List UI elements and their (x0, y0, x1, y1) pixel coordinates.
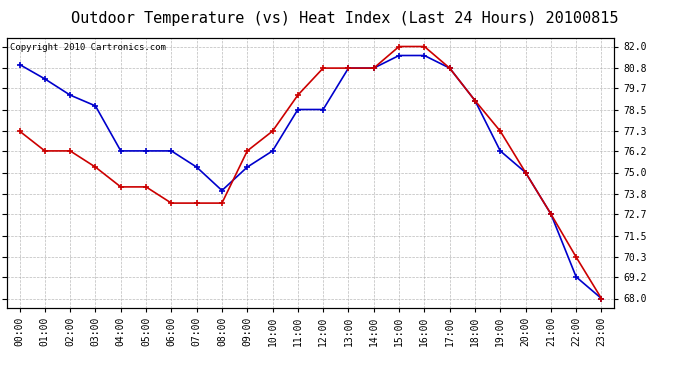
Text: Outdoor Temperature (vs) Heat Index (Last 24 Hours) 20100815: Outdoor Temperature (vs) Heat Index (Las… (71, 11, 619, 26)
Text: Copyright 2010 Cartronics.com: Copyright 2010 Cartronics.com (10, 43, 166, 52)
